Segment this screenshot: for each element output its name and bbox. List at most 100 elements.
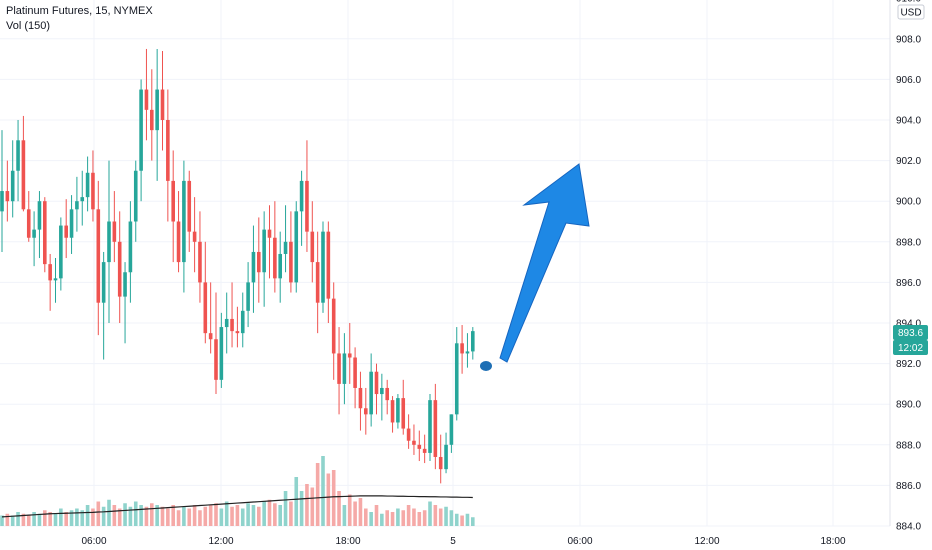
candle-body [321,231,325,303]
price-tick-label: 910.0 [896,0,921,5]
candle-body [26,209,31,238]
candle-body [208,333,213,340]
candle [380,373,384,421]
candle-body [471,331,475,352]
candle [160,50,165,151]
candle [283,205,288,273]
candle-body [48,264,52,281]
candle [444,432,448,474]
volume-bar [16,512,20,526]
candle-body [37,201,42,230]
candle [123,262,127,344]
volume-bar [465,513,470,526]
price-tick-label: 906.0 [896,75,921,86]
candle [251,225,256,313]
candle-body [128,221,133,273]
trend-arrow[interactable] [499,163,590,363]
volume-bar [385,510,389,526]
price-tag: 893.6 [893,325,928,340]
volume-bar [273,503,277,526]
volume-bar [166,508,170,526]
chart-title[interactable]: Platinum Futures, 15, NYMEX [6,5,153,17]
candle [171,150,175,263]
candle [326,221,331,323]
candle [364,387,368,435]
time-tick-label: 06:00 [81,536,106,547]
volume-bar [91,508,95,526]
time-axis[interactable]: 06:00 12:00 18:00 5 06:00 12:00 18:00 [81,536,845,547]
volume-bar [299,491,304,526]
candle [315,231,320,334]
candle-body [299,180,304,212]
candle-body [369,371,373,415]
volume-bar [101,506,106,526]
volume-bar [358,498,363,526]
currency-badge[interactable]: USD [897,4,925,20]
candle [267,205,272,279]
candle-body [214,339,218,380]
candle [471,327,475,360]
price-tick-label: 896.0 [896,278,921,289]
volume-bar [401,510,406,526]
candle-body [96,209,101,303]
marker-dot[interactable] [480,361,492,371]
candle-body [449,414,454,445]
indicator-label[interactable]: Vol (150) [6,20,51,32]
price-tick-label: 908.0 [896,34,921,45]
volume-bar [337,491,341,526]
volume-bar [59,508,63,526]
candle-body [219,327,224,380]
candle-body [139,89,143,171]
volume-bar [428,501,432,526]
candle-body [16,140,20,171]
candle [203,241,208,344]
candle-body [283,241,288,254]
candle-body [294,211,299,283]
candle [273,201,277,293]
candle-body [123,272,127,297]
volume-bar [294,477,299,526]
candle [64,199,68,259]
candle [192,197,197,273]
candle [133,160,138,242]
candle-body [230,318,234,332]
candle [150,69,154,161]
volume-bar [80,510,85,526]
candle [16,120,20,202]
candle [358,371,363,431]
candle-body [166,120,170,181]
candle-body [246,282,250,311]
candle-body [224,318,229,328]
candle [166,89,170,222]
candle-body [5,191,10,202]
price-axis[interactable]: 884.0 886.0 888.0 890.0 892.0 894.0 896.0 898.0… [896,0,921,533]
candle [43,197,47,273]
price-tick-label: 894.0 [896,319,921,330]
candle [96,180,101,336]
candle-body [160,89,165,120]
volume-bar [117,508,122,526]
candle-body [53,278,58,281]
candle [262,211,266,307]
candle-body [155,89,159,131]
time-tick-label: 12:00 [694,536,719,547]
volume-bar [75,508,79,526]
volume-bar [305,484,309,526]
candle [230,282,234,348]
volume-bar [198,510,202,526]
candle [246,262,250,328]
volume-bar [374,505,379,526]
candle [406,414,411,449]
volume-bar [112,505,117,526]
volume-bars [0,456,475,526]
candle-body [337,353,341,384]
annotation [480,163,590,371]
candle [85,156,90,212]
candle-body [101,262,106,303]
volume-bar [315,463,320,526]
candle-body [91,172,95,210]
candle [112,191,117,263]
volume-bar [155,505,159,526]
price-tick-label: 900.0 [896,197,921,208]
